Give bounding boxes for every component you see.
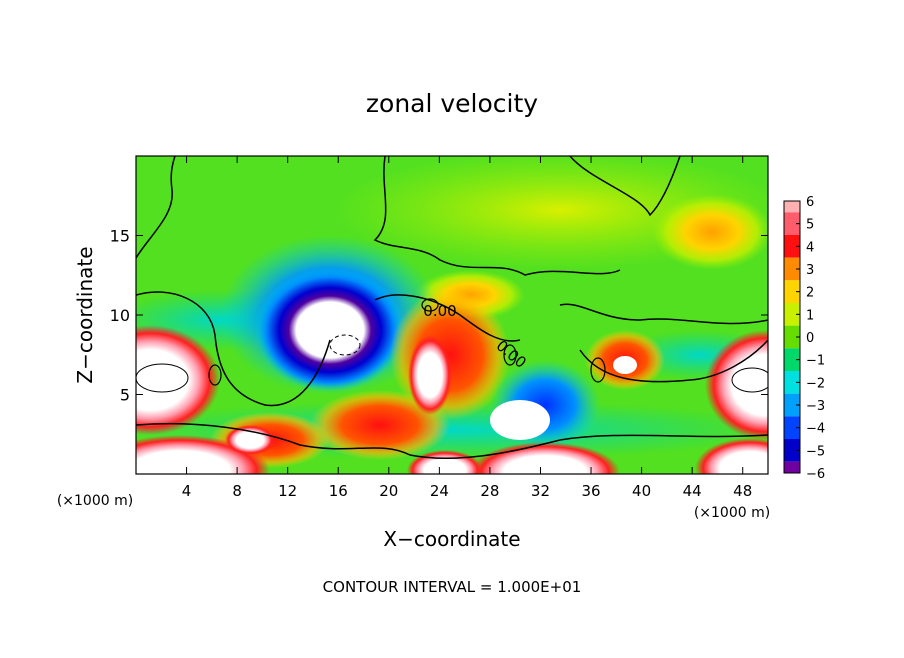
colorbar-label-11: −5	[806, 444, 825, 459]
y-tick-label-0: 5	[120, 386, 130, 405]
colorbar-label-7: −1	[806, 354, 825, 369]
x-tick-label-4: 20	[379, 482, 398, 500]
colorbar-label-2: 4	[806, 240, 814, 255]
colorbar-label-8: −2	[806, 376, 825, 391]
chart-title: zonal velocity	[366, 89, 538, 118]
colorbar-label-6: 0	[806, 331, 814, 346]
contour-negative-inner	[329, 334, 361, 356]
field-white-lower-center	[408, 335, 452, 415]
colorbar-swatch-12	[784, 461, 800, 473]
x-tick-label-5: 24	[430, 482, 449, 500]
x-axis: 4 8 12 16 20 24 28 32 36 40 44 48	[182, 156, 752, 500]
field-white-bottom-mid	[407, 450, 483, 474]
field-blue-min-core	[255, 268, 405, 392]
velocity-field: 0.00 0.00	[136, 156, 768, 474]
colorbar: 6 5 4 3 2 1 0 −1 −2 −3 −4 −5 −6	[783, 195, 825, 482]
colorbar-label-12: −6	[806, 467, 825, 482]
contour-zero-upper-left	[136, 156, 176, 259]
x-tick-label-9: 40	[632, 482, 651, 500]
contour-zero-center	[374, 294, 521, 342]
colorbar-label-9: −3	[806, 399, 825, 414]
colorbar-label-5: 1	[806, 308, 814, 323]
contour-zero-lower	[136, 422, 768, 460]
colorbar-swatch-6	[784, 325, 800, 349]
contour-small-loop-b	[503, 344, 517, 366]
colorbar-label-3: 3	[806, 263, 814, 278]
field-red-band-lower	[310, 390, 450, 460]
colorbar-swatch-9	[784, 393, 800, 417]
contour-small-loop-d	[421, 298, 439, 312]
colorbar-swatch-1	[784, 212, 800, 235]
contour-interval-footer: CONTOUR INTERVAL = 1.000E+01	[323, 578, 582, 596]
contour-right-closed	[731, 367, 768, 393]
colorbar-swatch-5	[784, 303, 800, 326]
colorbar-label-1: 5	[806, 218, 814, 233]
contour-small-loop-a	[208, 364, 222, 386]
colorbar-swatch-11	[784, 439, 800, 462]
y-tick-label-2: 15	[110, 227, 130, 246]
x-tick-label-3: 16	[329, 482, 348, 500]
x-tick-label-11: 48	[733, 482, 752, 500]
contour-zero-upper-center	[373, 156, 621, 276]
x-unit-right: (×1000 m)	[694, 505, 770, 521]
colorbar-swatch-0	[784, 201, 800, 213]
x-tick-label-10: 44	[683, 482, 702, 500]
contour-left-closed	[136, 363, 189, 393]
colorbar-swatch-2	[784, 235, 800, 258]
colorbar-swatch-10	[784, 416, 800, 439]
contour-zero-upper-right	[569, 156, 681, 217]
field-white-bottom-center	[470, 442, 620, 474]
colorbar-swatch-8	[784, 371, 800, 394]
x-tick-label-0: 4	[182, 482, 192, 500]
contour-label-center: 0.00	[423, 302, 456, 320]
colorbar-swatch-4	[784, 280, 800, 303]
y-tick-label-1: 10	[110, 306, 130, 325]
field-white-left-edge	[136, 325, 220, 435]
field-white-right-edge	[705, 330, 768, 440]
x-tick-label-7: 32	[531, 482, 550, 500]
y-axis: 5 10 15	[110, 227, 768, 405]
y-axis-title: Z−coordinate	[73, 246, 97, 383]
contour-small-loop-c	[590, 357, 606, 383]
x-tick-label-1: 8	[232, 482, 242, 500]
field-white-bottom-right	[695, 438, 768, 474]
colorbar-label-0: 6	[806, 195, 814, 210]
colorbar-label-4: 2	[806, 286, 814, 301]
x-tick-label-8: 36	[581, 482, 600, 500]
contour-zero-mid-left	[136, 291, 331, 407]
colorbar-swatch-7	[784, 348, 800, 371]
contour-zero-right	[559, 303, 768, 325]
x-axis-title: X−coordinate	[383, 527, 520, 551]
x-tick-label-2: 12	[278, 482, 297, 500]
field-white-lower-left	[225, 425, 275, 455]
x-tick-label-6: 28	[480, 482, 499, 500]
colorbar-swatch-3	[784, 257, 800, 281]
contour-zero-lower-right	[579, 339, 768, 383]
colorbar-label-10: −4	[806, 422, 825, 437]
field-white-right-mid	[613, 356, 637, 374]
field-orange-max-right	[652, 194, 768, 270]
x-unit-left: (×1000 m)	[57, 493, 133, 509]
field-white-center-right	[490, 400, 550, 440]
